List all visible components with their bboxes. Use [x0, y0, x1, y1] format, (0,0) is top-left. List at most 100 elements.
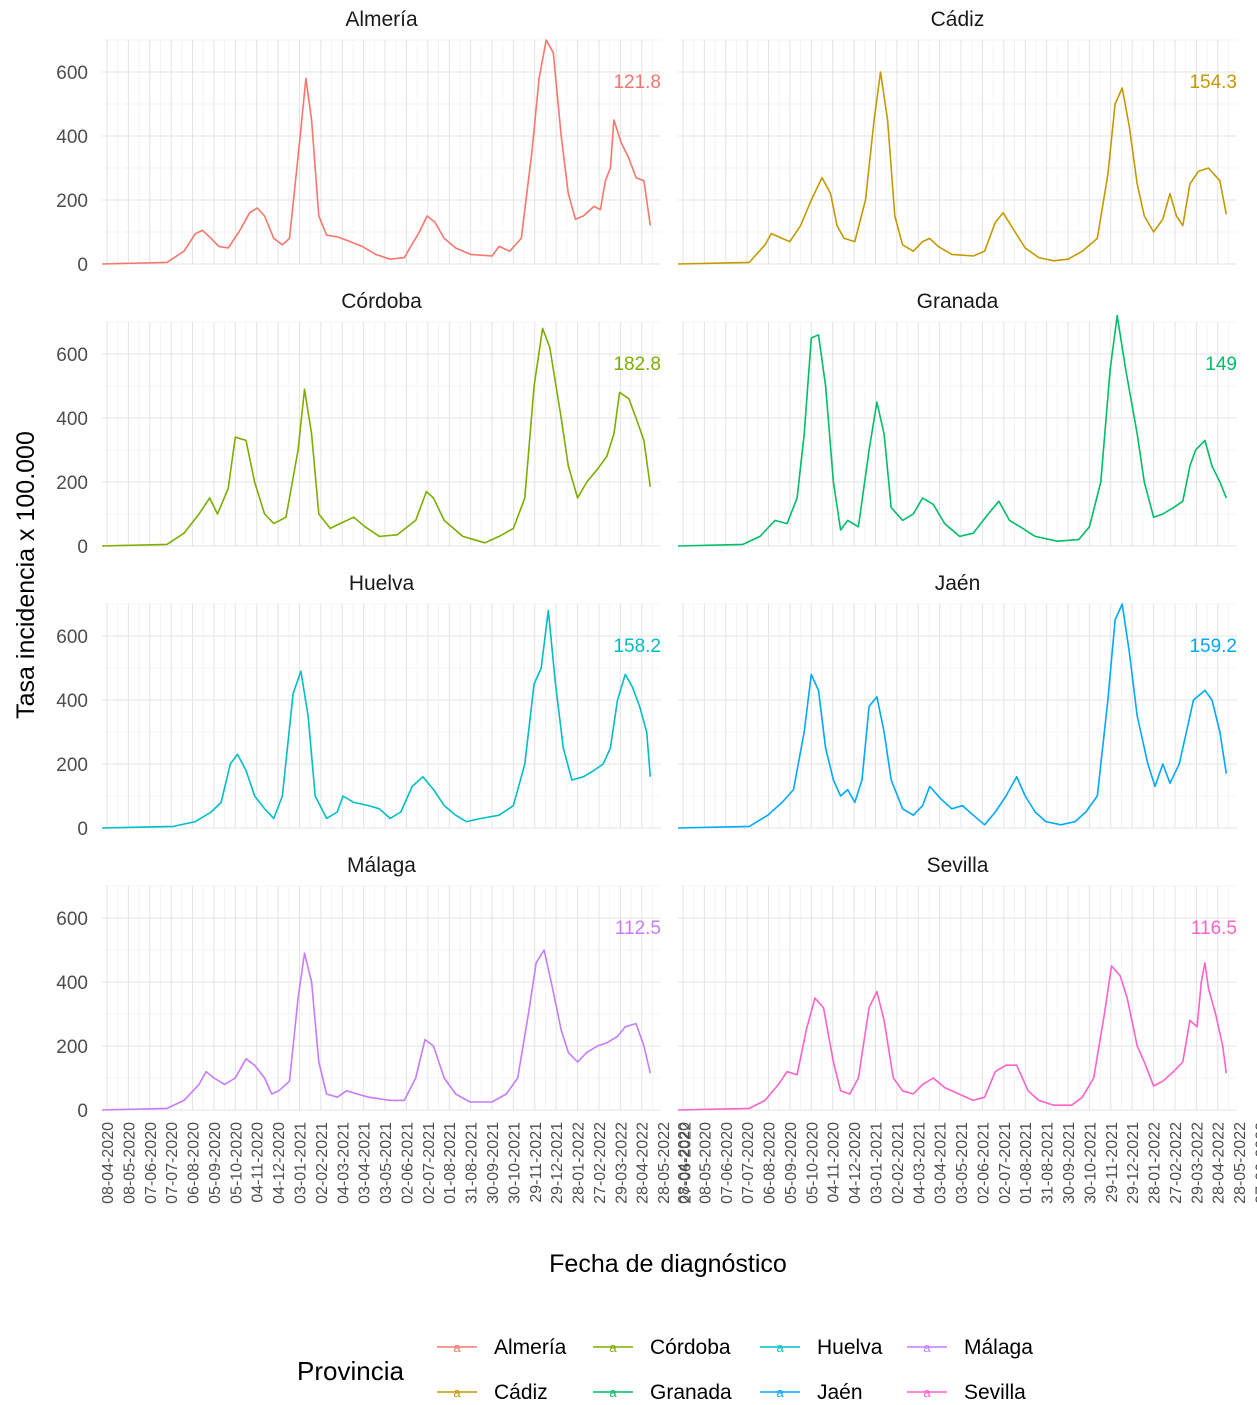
- legend-key-glyph: a: [923, 1385, 931, 1400]
- legend-item: a Jaén: [760, 1381, 863, 1404]
- legend-item: a Córdoba: [593, 1336, 731, 1359]
- x-tick-label: 05-10-2020: [228, 1122, 245, 1204]
- x-tick-label: 01-08-2021: [442, 1122, 459, 1204]
- y-tick-label: 200: [56, 473, 88, 494]
- y-tick-label: 600: [56, 63, 88, 84]
- y-tick-label: 400: [56, 973, 88, 994]
- x-tick-label: 29-11-2021: [1104, 1122, 1121, 1203]
- y-axis-title: Tasa incidencia x 100.000: [12, 431, 40, 719]
- legend-label: Jaén: [817, 1381, 863, 1404]
- x-tick-label: 03-01-2021: [869, 1122, 886, 1204]
- x-tick-label: 06-08-2020: [762, 1122, 779, 1204]
- y-tick-label: 0: [77, 819, 88, 840]
- last-value-label: 116.5: [1191, 918, 1237, 939]
- x-tick-label: 27-06-2022: [678, 1122, 695, 1204]
- last-value-label: 158.2: [613, 636, 661, 657]
- x-tick-label: 05-09-2020: [783, 1122, 800, 1204]
- legend-item: a Almería: [437, 1336, 567, 1359]
- y-tick-label: 600: [56, 345, 88, 366]
- series-line: [677, 603, 1228, 829]
- y-tick-label: 200: [56, 1037, 88, 1058]
- x-tick-label: 08-04-2020: [100, 1122, 117, 1204]
- x-tick-label: 03-05-2021: [954, 1122, 971, 1204]
- legend-label: Córdoba: [650, 1336, 731, 1359]
- legend-item: a Cádiz: [437, 1381, 548, 1404]
- x-tick-label: 07-06-2020: [719, 1122, 736, 1204]
- x-tick-label: 04-11-2020: [826, 1122, 843, 1203]
- x-tick-label: 30-09-2021: [1061, 1122, 1078, 1204]
- x-tick-label: 03-01-2021: [293, 1122, 310, 1204]
- x-tick-label: 02-06-2021: [976, 1122, 993, 1204]
- x-tick-label: 31-08-2021: [1040, 1122, 1057, 1204]
- x-tick-label: 27-06-2022: [1254, 1122, 1257, 1204]
- legend-label: Granada: [650, 1381, 732, 1404]
- y-tick-label: 0: [77, 537, 88, 558]
- y-tick-label: 400: [56, 127, 88, 148]
- last-value-label: 149: [1205, 354, 1237, 375]
- x-tick-label: 04-12-2020: [271, 1122, 288, 1204]
- legend-label: Málaga: [964, 1336, 1033, 1359]
- x-tick-label: 04-11-2020: [250, 1122, 267, 1203]
- facet-panel: Cádiz 154.3: [677, 8, 1237, 265]
- x-tick-label: 28-04-2022: [1211, 1122, 1228, 1204]
- x-tick-label: 28-05-2022: [1232, 1122, 1249, 1204]
- last-value-label: 112.5: [615, 918, 661, 939]
- x-tick-label: 29-12-2021: [1125, 1122, 1142, 1204]
- x-tick-label: 04-12-2020: [847, 1122, 864, 1204]
- facet-panel: Córdoba 0 200 400 600 182.8: [56, 290, 661, 558]
- legend-label: Huelva: [817, 1336, 883, 1359]
- legend-title: Provincia: [297, 1356, 404, 1386]
- facet-panel: Huelva 0 200 400 600 158.2: [56, 572, 661, 840]
- x-tick-label: 31-08-2021: [464, 1122, 481, 1204]
- legend-key-glyph: a: [453, 1340, 461, 1355]
- legend-key-glyph: a: [609, 1385, 617, 1400]
- series-line: [677, 71, 1228, 265]
- x-tick-label: 08-04-2020: [676, 1122, 693, 1204]
- series-line: [677, 962, 1228, 1111]
- x-axis-title: Fecha de diagnóstico: [549, 1250, 787, 1278]
- x-tick-label: 03-04-2021: [357, 1122, 374, 1204]
- y-tick-label: 400: [56, 691, 88, 712]
- facet-panel: Sevilla 116.5: [677, 854, 1237, 1111]
- x-tick-label: 27-02-2022: [592, 1122, 609, 1204]
- y-tick-label: 200: [56, 755, 88, 776]
- legend-key-glyph: a: [776, 1385, 784, 1400]
- legend-label: Almería: [494, 1336, 567, 1359]
- legend-key-glyph: a: [609, 1340, 617, 1355]
- facet-panel: Jaén 159.2: [677, 572, 1237, 829]
- series-line: [677, 314, 1228, 547]
- x-tick-label: 30-09-2021: [485, 1122, 502, 1204]
- x-tick-label: 29-03-2022: [1189, 1122, 1206, 1204]
- y-tick-label: 200: [56, 191, 88, 212]
- x-tick-label: 02-07-2021: [421, 1122, 438, 1204]
- x-tick-label: 07-07-2020: [164, 1122, 181, 1204]
- x-tick-label: 02-02-2021: [314, 1122, 331, 1204]
- facet-title: Almería: [345, 8, 418, 31]
- series-line: [101, 327, 652, 547]
- legend-label: Sevilla: [964, 1381, 1026, 1404]
- facet-panel: Granada 149: [677, 290, 1237, 547]
- x-tick-label: 03-04-2021: [933, 1122, 950, 1204]
- series-line: [101, 39, 652, 265]
- x-tick-label: 03-05-2021: [378, 1122, 395, 1204]
- facet-title: Cádiz: [931, 8, 985, 31]
- legend-key-glyph: a: [453, 1385, 461, 1400]
- x-tick-label: 02-02-2021: [890, 1122, 907, 1204]
- y-tick-label: 0: [77, 255, 88, 276]
- last-value-label: 182.8: [613, 354, 661, 375]
- x-tick-label: 02-06-2021: [400, 1122, 417, 1204]
- legend-key-glyph: a: [776, 1340, 784, 1355]
- x-tick-label: 07-06-2020: [143, 1122, 160, 1204]
- legend-item: a Granada: [593, 1381, 732, 1404]
- legend-item: a Málaga: [907, 1336, 1033, 1359]
- last-value-label: 154.3: [1189, 72, 1237, 93]
- x-tick-label: 28-04-2022: [635, 1122, 652, 1204]
- last-value-label: 159.2: [1189, 636, 1237, 657]
- legend-item: a Huelva: [760, 1336, 883, 1359]
- x-tick-label: 28-01-2022: [571, 1122, 588, 1204]
- x-tick-label: 29-11-2021: [528, 1122, 545, 1203]
- facet-panel: Málaga 0 200 400 600 112.5: [56, 854, 661, 1122]
- x-tick-label: 04-03-2021: [911, 1122, 928, 1204]
- x-tick-label: 30-10-2021: [506, 1122, 523, 1204]
